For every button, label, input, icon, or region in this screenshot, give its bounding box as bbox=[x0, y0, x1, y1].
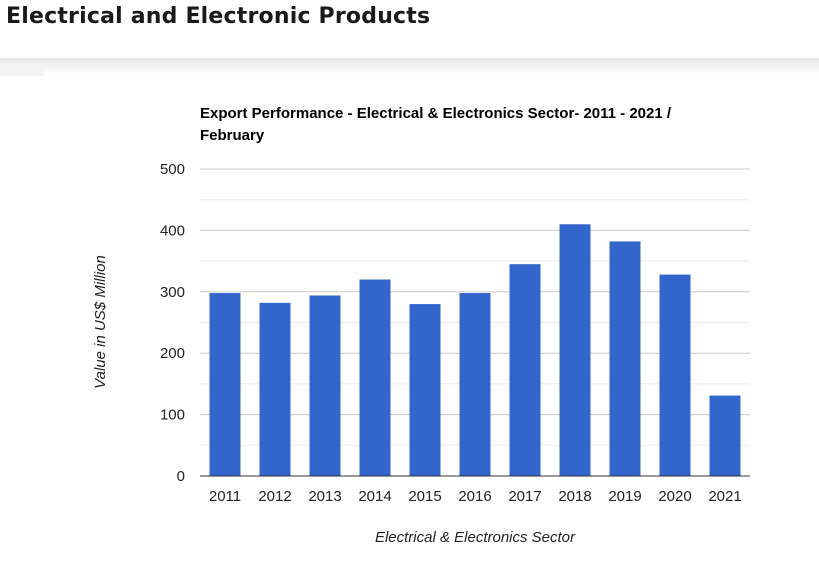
y-tick-label: 400 bbox=[160, 222, 185, 239]
y-tick-label: 0 bbox=[177, 468, 185, 485]
x-tick-label: 2014 bbox=[358, 488, 391, 505]
bar-2019 bbox=[609, 241, 641, 476]
bar-2014 bbox=[359, 279, 391, 476]
x-tick-label: 2012 bbox=[258, 488, 291, 505]
y-axis-ticks: 0 100 200 300 400 500 bbox=[160, 161, 185, 485]
x-tick-label: 2011 bbox=[209, 488, 241, 505]
y-tick-label: 500 bbox=[160, 161, 185, 178]
x-tick-label: 2020 bbox=[658, 488, 691, 505]
x-axis-ticks: 2011 2012 2013 2014 2015 2016 2017 2018 2019 2020… bbox=[209, 488, 742, 505]
y-tick-label: 100 bbox=[160, 407, 185, 424]
x-tick-label: 2018 bbox=[558, 488, 591, 505]
page-title: Electrical and Electronic Products bbox=[6, 4, 431, 29]
bar-2016 bbox=[459, 293, 491, 476]
bar-2013 bbox=[309, 295, 341, 476]
bar-2018 bbox=[559, 224, 591, 476]
chart-title-line-2: February bbox=[200, 127, 265, 144]
bar-2017 bbox=[509, 264, 541, 476]
chart-title-line-1: Export Performance - Electrical & Electr… bbox=[200, 105, 672, 122]
x-tick-label: 2021 bbox=[708, 488, 741, 505]
y-tick-label: 300 bbox=[160, 284, 185, 301]
x-tick-label: 2015 bbox=[408, 488, 441, 505]
y-tick-label: 200 bbox=[160, 345, 185, 362]
bar-2012 bbox=[259, 302, 291, 476]
y-axis-title: Value in US$ Million bbox=[92, 255, 109, 389]
x-tick-label: 2019 bbox=[608, 488, 641, 505]
x-tick-label: 2017 bbox=[508, 488, 541, 505]
x-tick-label: 2013 bbox=[308, 488, 341, 505]
bar-2021 bbox=[709, 395, 741, 476]
header-divider bbox=[0, 58, 819, 74]
x-axis-title: Electrical & Electronics Sector bbox=[375, 529, 576, 546]
header-divider-notch bbox=[0, 64, 44, 76]
page-header: Electrical and Electronic Products bbox=[0, 0, 819, 60]
bar-2011 bbox=[209, 293, 241, 476]
x-tick-label: 2016 bbox=[458, 488, 491, 505]
bars bbox=[209, 224, 741, 476]
bar-2020 bbox=[659, 274, 691, 476]
bar-2015 bbox=[409, 304, 441, 476]
